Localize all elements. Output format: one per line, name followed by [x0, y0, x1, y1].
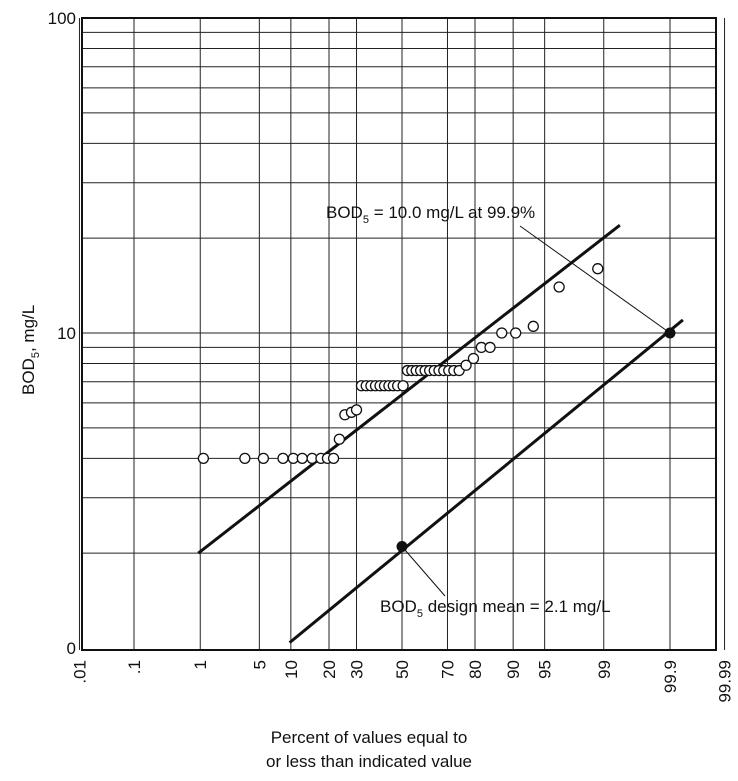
annotation-upper-main: BOD: [326, 203, 363, 222]
annotation-lower-main: BOD: [380, 597, 417, 616]
x-tick-label: 99.9: [661, 660, 680, 693]
annotation-upper-rest: = 10.0 mg/L at 99.9%: [369, 203, 535, 222]
x-tick-label: .01: [70, 660, 89, 684]
data-point: [239, 452, 251, 465]
x-tick-label: .1: [125, 660, 144, 674]
x-tick-label: 10: [282, 660, 301, 679]
leader-upper: [519, 225, 671, 334]
plot-frame: [81, 17, 717, 651]
data-point: [510, 327, 522, 339]
data-point: [553, 281, 565, 293]
data-point: [460, 359, 472, 371]
x-axis-ticks: .01 .1 1 5 10 20 30 50 70 80 90 95 99 99.9 99.99: [70, 660, 734, 703]
data-point: [327, 452, 340, 465]
highlight-point: [664, 327, 676, 339]
data-point: [296, 452, 308, 465]
x-axis-title-line1: Percent of values equal to: [270, 728, 468, 747]
data-point: [333, 433, 345, 445]
x-tick-label: 90: [504, 660, 523, 679]
annotation-upper-sub: 5: [363, 214, 369, 226]
leader-lower: [401, 546, 446, 597]
data-point: [397, 380, 409, 392]
annotation-lower-rest: design mean = 2.1 mg/L: [423, 597, 611, 616]
data-point: [592, 263, 604, 275]
y-axis-title-main: BOD: [19, 358, 38, 395]
fit-lines: [197, 223, 684, 644]
y-axis-title-rest: , mg/L: [19, 305, 38, 352]
data-point: [496, 327, 508, 339]
x-axis-title-line2: or less than indicated value: [265, 752, 473, 771]
y-axis-title-sub: 5: [30, 352, 42, 358]
y-tick-label: 100: [48, 9, 76, 28]
data-point: [527, 320, 539, 332]
x-tick-label: 20: [320, 660, 339, 679]
data-point: [350, 404, 363, 416]
x-tick-label: 99.99: [716, 660, 735, 703]
x-tick-label: 30: [348, 660, 367, 679]
data-point: [257, 452, 270, 465]
x-tick-label: 99: [595, 660, 614, 679]
data-point: [484, 341, 496, 354]
fit-line: [288, 318, 684, 644]
data-point: [277, 452, 289, 465]
highlight-point: [396, 541, 408, 553]
x-tick-label: 50: [393, 660, 412, 679]
fit-line: [197, 223, 621, 555]
annotation-upper: BOD5 = 10.0 mg/L at 99.9%: [326, 203, 535, 226]
annotation-leaders: [401, 225, 671, 597]
y-tick-label: 10: [57, 324, 76, 343]
x-tick-label: 1: [191, 660, 210, 669]
y-tick-label: 0: [67, 639, 76, 658]
annotation-lower: BOD5 design mean = 2.1 mg/L: [380, 597, 611, 620]
x-tick-label: 80: [466, 660, 485, 679]
data-point: [467, 352, 480, 365]
x-tick-label: 95: [536, 660, 555, 679]
data-points: [197, 263, 604, 465]
annotation-lower-sub: 5: [417, 608, 423, 620]
y-axis-title: BOD5, mg/L: [19, 305, 42, 395]
grid: [78, 18, 726, 650]
x-tick-label: 70: [438, 660, 457, 679]
data-point: [197, 452, 210, 465]
x-tick-label: 5: [250, 660, 269, 669]
highlight-points: [396, 327, 676, 553]
